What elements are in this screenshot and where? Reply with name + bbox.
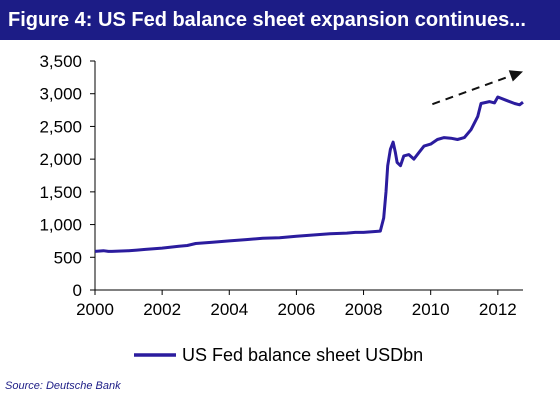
y-tick-label: 0 [73, 281, 82, 300]
y-tick-label: 3,500 [39, 52, 82, 71]
y-tick-label: 2,500 [39, 117, 82, 136]
x-tick-label: 2004 [210, 300, 248, 319]
y-tick-label: 2,000 [39, 150, 82, 169]
x-tick-label: 2000 [76, 300, 114, 319]
y-axis-ticks: 0 500 1,000 1,500 2,000 2,500 3,000 3,500 [39, 52, 95, 300]
y-tick-label: 3,000 [39, 85, 82, 104]
legend-label: US Fed balance sheet USDbn [182, 345, 423, 365]
x-axis-ticks: 2000 2002 2004 2006 2008 2010 2012 [76, 290, 517, 319]
series-group [94, 95, 524, 253]
annotation-group [432, 70, 523, 106]
series-line [94, 95, 524, 253]
x-tick-label: 2008 [345, 300, 383, 319]
trend-arrow-head [508, 70, 523, 82]
y-tick-label: 1,000 [39, 216, 82, 235]
x-tick-label: 2010 [412, 300, 450, 319]
x-tick-label: 2012 [479, 300, 517, 319]
x-tick-label: 2006 [277, 300, 315, 319]
figure-title: Figure 4: US Fed balance sheet expansion… [0, 0, 560, 40]
trend-arrow-line [432, 74, 512, 106]
y-tick-label: 500 [54, 248, 82, 267]
x-tick-label: 2002 [143, 300, 181, 319]
legend: US Fed balance sheet USDbn [134, 345, 423, 365]
source-note: Source: Deutsche Bank [5, 380, 121, 392]
y-tick-label: 1,500 [39, 183, 82, 202]
chart-axes [94, 61, 523, 291]
